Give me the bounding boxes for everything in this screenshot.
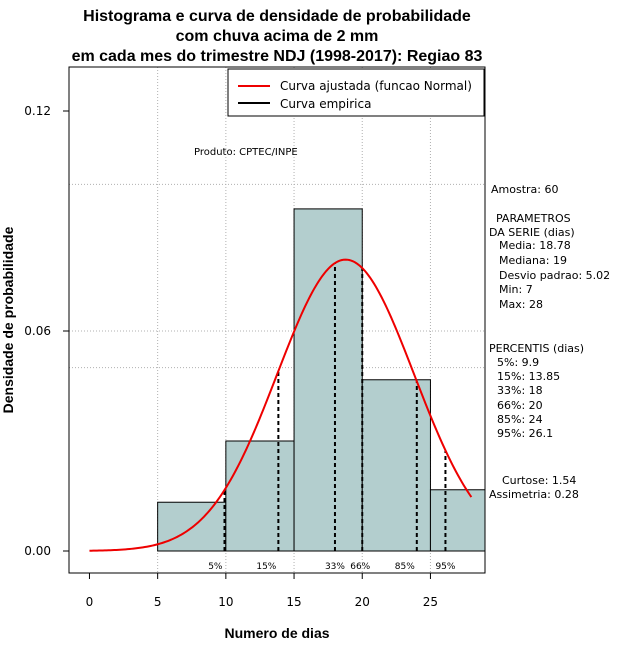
histogram-bar: [361, 379, 431, 552]
stats-line: 33%: 18: [497, 384, 543, 397]
x-axis-label: Numero de dias: [224, 625, 329, 641]
stats-line: Mediana: 19: [499, 254, 567, 267]
percentile-label: 85%: [395, 562, 415, 572]
x-tick-label: 20: [355, 595, 370, 609]
x-axis: 0 5 10 15 20 25: [86, 572, 438, 609]
stats-line: 85%: 24: [497, 413, 543, 426]
chart-title: Histograma e curva de densidade de proba…: [72, 8, 483, 65]
x-tick-label: 25: [423, 595, 438, 609]
legend-box: [227, 68, 485, 117]
x-tick-label: 15: [286, 595, 301, 609]
histogram-bars: [157, 208, 486, 552]
stats-line: 66%: 20: [497, 399, 543, 412]
fitted-curve-layer: [89, 258, 473, 552]
x-tick-label: 0: [86, 595, 94, 609]
stats-line: PARAMETROS: [496, 212, 571, 225]
percentile-label: 33%: [325, 562, 345, 572]
legend-label-empirical: Curva empirica: [280, 97, 371, 111]
stats-line: Media: 18.78: [499, 239, 571, 252]
y-axis: 0.00 0.06 0.12: [24, 104, 69, 558]
stats-line: Desvio padrao: 5.02: [499, 269, 610, 282]
stats-line: Amostra: 60: [491, 183, 558, 196]
stats-line: 5%: 9.9: [497, 356, 539, 369]
chart-title-line: Histograma e curva de densidade de proba…: [83, 8, 471, 25]
histogram-bar: [293, 208, 363, 552]
percentile-markers: 5% 15% 33% 66% 85% 95%: [208, 263, 456, 572]
stats-line: Min: 7: [499, 283, 533, 296]
stats-line: Curtose: 1.54: [502, 474, 576, 487]
stats-line: DA SERIE (dias): [489, 226, 575, 239]
histogram-bar: [225, 440, 295, 552]
histogram-bar: [429, 489, 486, 552]
y-tick-label: 0.12: [24, 104, 51, 118]
fitted-normal-curve: [89, 258, 473, 552]
x-tick-label: 5: [154, 595, 162, 609]
stats-line: PERCENTIS (dias): [489, 342, 584, 355]
stats-line: 95%: 26.1: [497, 427, 553, 440]
chart-title-line: com chuva acima de 2 mm: [176, 28, 379, 45]
stats-line: Max: 28: [499, 298, 543, 311]
percentile-label: 5%: [208, 562, 223, 572]
y-axis-label: Densidade de probabilidade: [0, 226, 16, 413]
legend-label-fitted: Curva ajustada (funcao Normal): [280, 79, 472, 93]
stats-line: Assimetria: 0.28: [489, 488, 579, 501]
legend: Curva ajustada (funcao Normal) Curva empi…: [227, 68, 485, 117]
percentile-label: 15%: [256, 562, 276, 572]
credit-text: Produto: CPTEC/INPE: [194, 147, 298, 158]
x-tick-label: 10: [218, 595, 233, 609]
chart-title-line: em cada mes do trimestre NDJ (1998-2017)…: [72, 48, 483, 65]
percentile-label: 95%: [435, 562, 455, 572]
y-tick-label: 0.06: [24, 324, 51, 338]
stats-line: 15%: 13.85: [497, 370, 560, 383]
percentile-label: 66%: [350, 562, 370, 572]
y-tick-label: 0.00: [24, 544, 51, 558]
